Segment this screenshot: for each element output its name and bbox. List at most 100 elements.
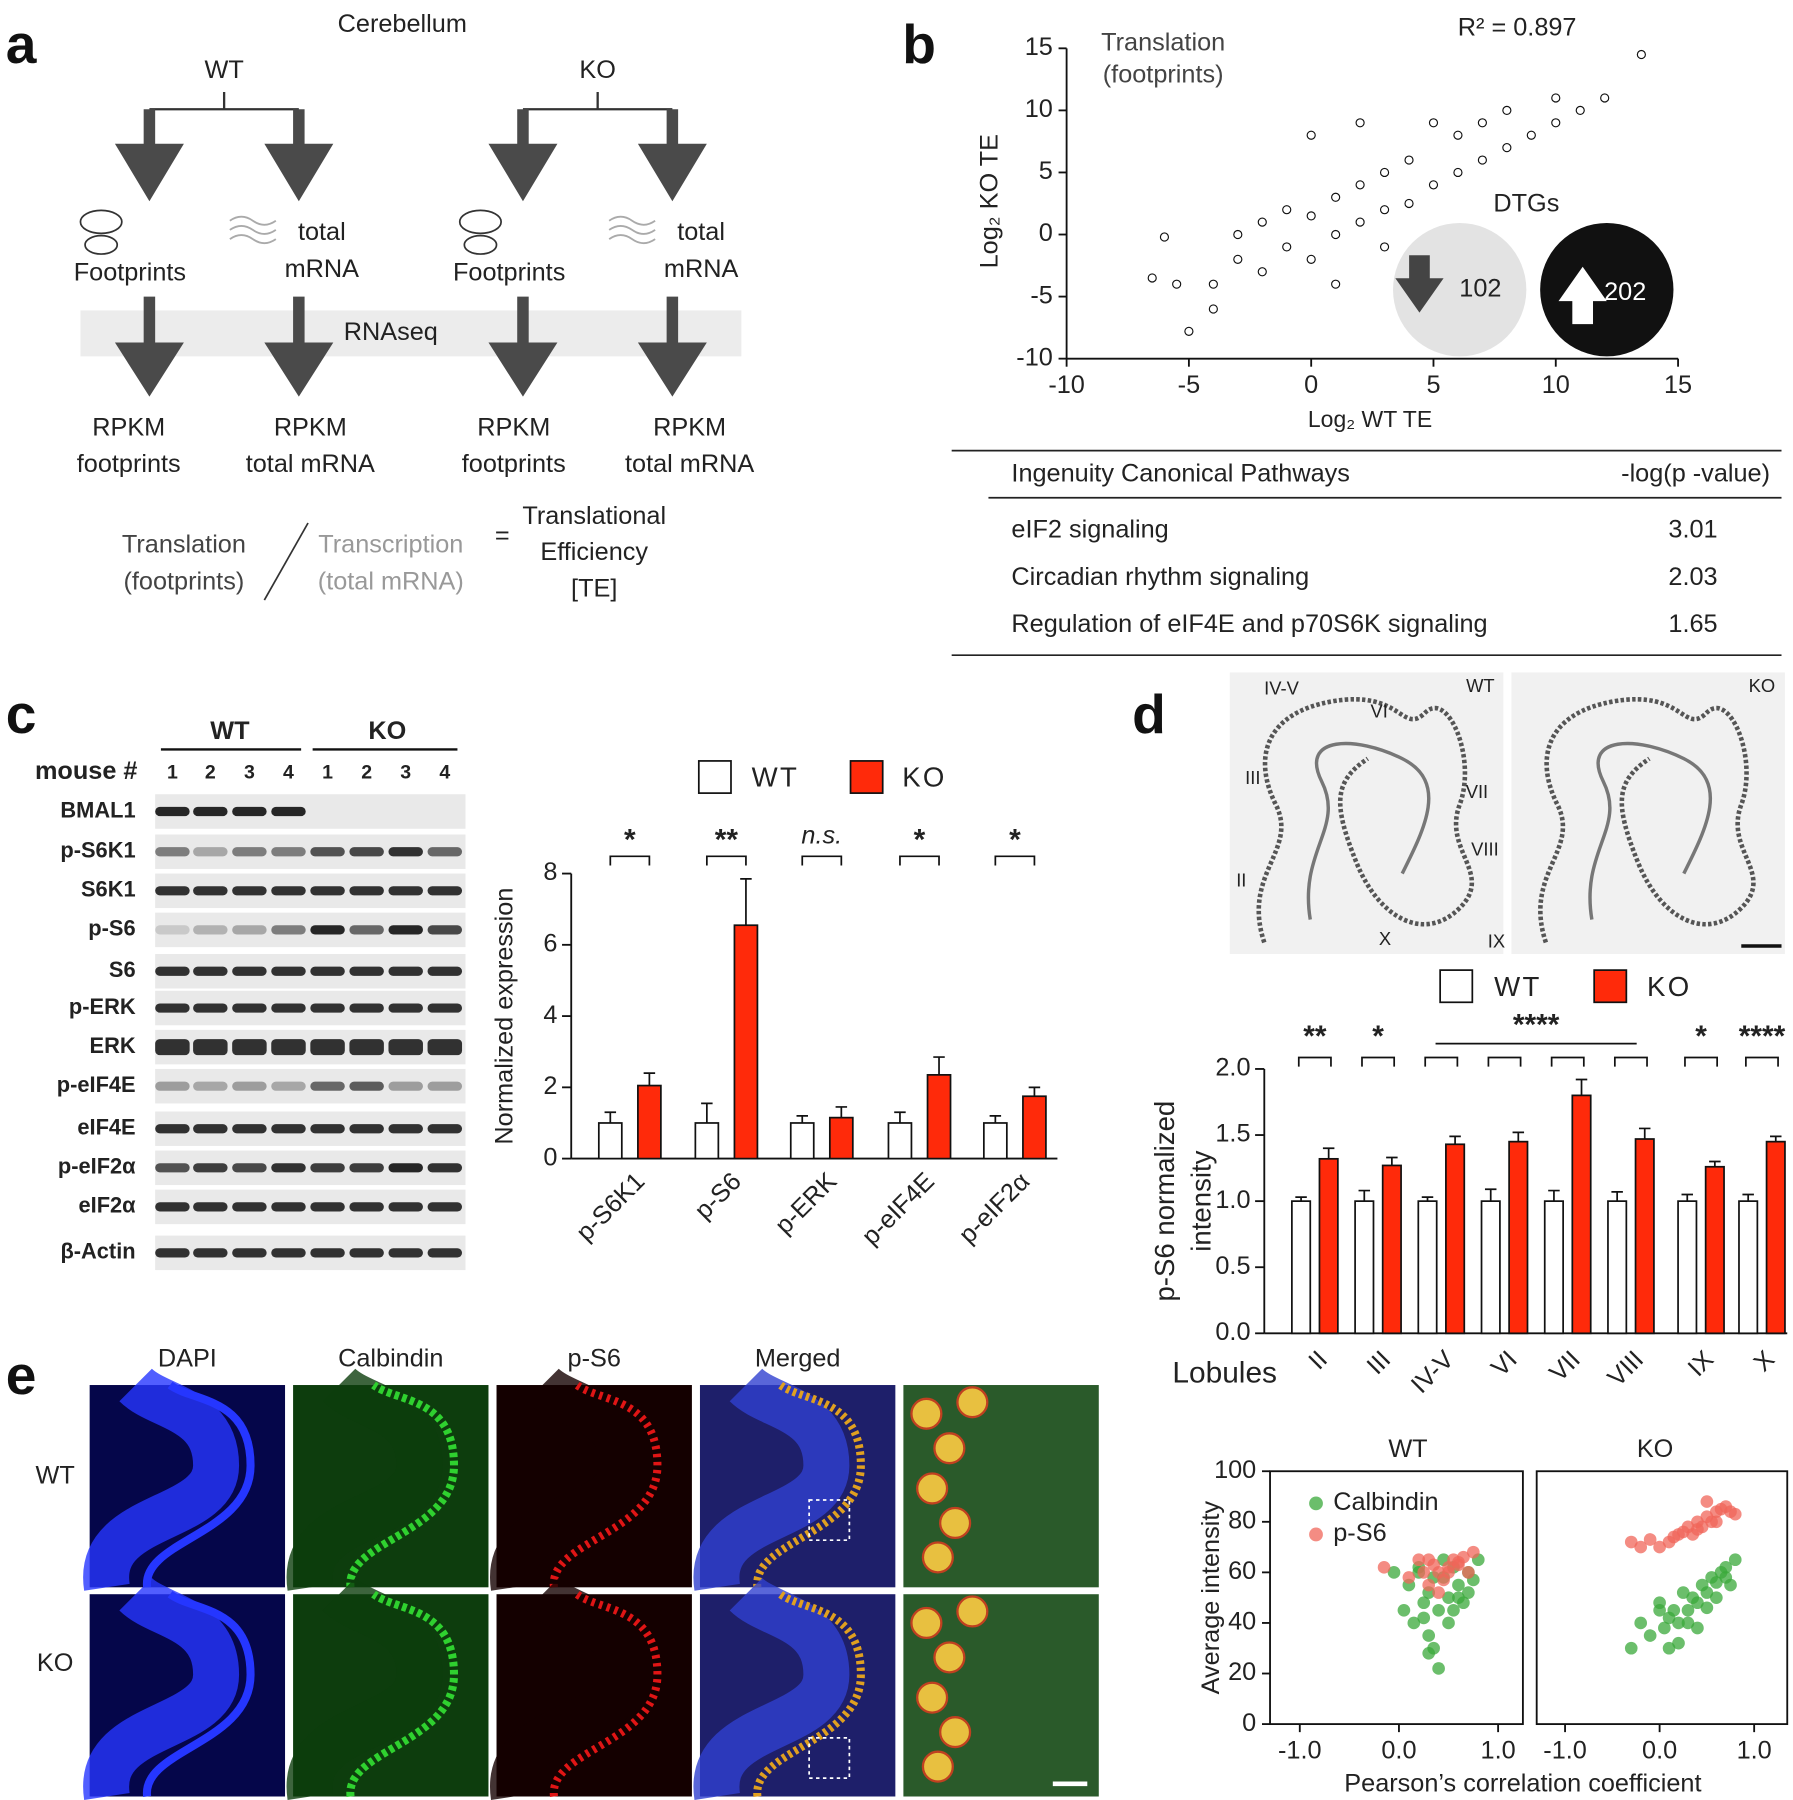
x-tick-label: 0.0: [1381, 1736, 1416, 1764]
point: [1672, 1636, 1685, 1650]
point: [1667, 1603, 1681, 1617]
error-bar: [1484, 1188, 1497, 1202]
blot-band: [271, 886, 306, 896]
y-tick-label: 0.0: [1215, 1318, 1250, 1346]
blot-band: [232, 1003, 267, 1013]
x-tick-label: 10: [1542, 371, 1570, 399]
cell: [939, 1716, 972, 1749]
lane-number: 2: [205, 762, 216, 784]
formula-numerator: (footprints): [124, 567, 245, 595]
legend-label: WT: [752, 762, 799, 793]
blot-band: [232, 1081, 267, 1091]
point: [1417, 1566, 1431, 1579]
significance-bracket: [1361, 1056, 1396, 1067]
blot-band: [155, 1081, 190, 1091]
table-header: -log(p -value): [1621, 459, 1770, 487]
y-axis-label: Average intensity: [1197, 1501, 1225, 1695]
legend-label: p-S6: [1333, 1519, 1386, 1547]
point: [1700, 1601, 1714, 1615]
point: [1662, 1641, 1676, 1655]
y-tick-label: 5: [1039, 157, 1053, 185]
blot-band: [388, 1124, 423, 1134]
point: [1159, 232, 1170, 242]
y-tick-label: 0: [1039, 219, 1053, 247]
point: [1676, 1586, 1690, 1599]
y-tick-label: 1.0: [1215, 1186, 1250, 1214]
y-tick-label: 100: [1214, 1456, 1256, 1484]
purkinje-layer: [549, 1381, 662, 1588]
y-tick-label: 8: [543, 858, 557, 886]
y-tick-label: 0.5: [1215, 1252, 1250, 1280]
lane-number: 2: [361, 762, 372, 784]
y-tick-label: 10: [1025, 95, 1053, 123]
blot-band: [155, 1124, 190, 1134]
blot-band: [193, 925, 228, 935]
point: [1681, 1603, 1695, 1617]
blot-band: [388, 966, 423, 976]
point: [1379, 205, 1390, 215]
legend-swatch: [1593, 969, 1628, 1004]
blot-strip: [155, 1068, 466, 1104]
blot-band: [232, 886, 267, 896]
blot-band: [310, 925, 345, 935]
error-bar: [604, 1111, 617, 1123]
blot-band: [271, 1003, 306, 1013]
blot-band: [349, 886, 384, 896]
x-tick-label: 0: [1304, 371, 1318, 399]
purkinje-layer: [753, 1381, 865, 1588]
point: [1282, 205, 1292, 215]
point: [1355, 217, 1365, 227]
point: [1404, 198, 1414, 209]
legend-marker: [1309, 1496, 1323, 1511]
error-bar: [1611, 1191, 1623, 1202]
sample-label: mRNA: [285, 255, 360, 283]
blot-band: [349, 1163, 384, 1173]
blot-band: [310, 1202, 345, 1212]
blot-band: [193, 1124, 228, 1134]
point: [1442, 1591, 1455, 1604]
legend-marker: [1309, 1527, 1323, 1542]
mrna-icon: [608, 234, 656, 245]
point: [1387, 1566, 1401, 1579]
error-bar: [894, 1111, 906, 1123]
bar: [1765, 1140, 1786, 1335]
bar: [982, 1122, 1008, 1160]
error-bar: [1681, 1193, 1694, 1202]
group-label: WT: [204, 56, 243, 84]
x-axis-label: Log₂ WT TE: [1308, 406, 1432, 432]
x-tick-label: 1.0: [1481, 1736, 1516, 1764]
cell: [916, 1681, 949, 1714]
blot-band: [232, 1039, 267, 1056]
legend-swatch: [697, 760, 732, 794]
error-bar: [933, 1056, 945, 1075]
error-bar: [1449, 1135, 1461, 1145]
significance-label: **: [1303, 1020, 1327, 1053]
image-row-label: WT: [36, 1462, 75, 1490]
bar: [1291, 1200, 1312, 1335]
mrna-icon: [608, 224, 656, 235]
point: [1681, 1616, 1695, 1630]
blot-band: [388, 1248, 423, 1258]
y-tick-label: 0: [543, 1143, 557, 1171]
point: [1379, 167, 1390, 178]
sample-label: mRNA: [664, 255, 739, 283]
point: [1147, 273, 1157, 283]
legend-swatch: [849, 760, 884, 794]
mrna-icon: [229, 234, 277, 245]
point: [1306, 130, 1316, 140]
blot-band: [349, 1081, 384, 1091]
blot-band: [271, 1202, 306, 1212]
bar: [694, 1122, 720, 1160]
point: [1452, 1555, 1465, 1569]
chart-title: KO: [1637, 1435, 1674, 1463]
significance-bracket: [994, 855, 1036, 866]
blot-band: [427, 1202, 463, 1212]
blot-band: [193, 1163, 228, 1173]
arrow: [488, 296, 558, 397]
significance-label: ****: [1739, 1020, 1786, 1053]
output-label: footprints: [77, 450, 181, 478]
point: [1208, 279, 1218, 289]
y-tick-label: 4: [543, 1001, 557, 1029]
point: [1462, 1586, 1475, 1599]
point: [1172, 279, 1182, 289]
